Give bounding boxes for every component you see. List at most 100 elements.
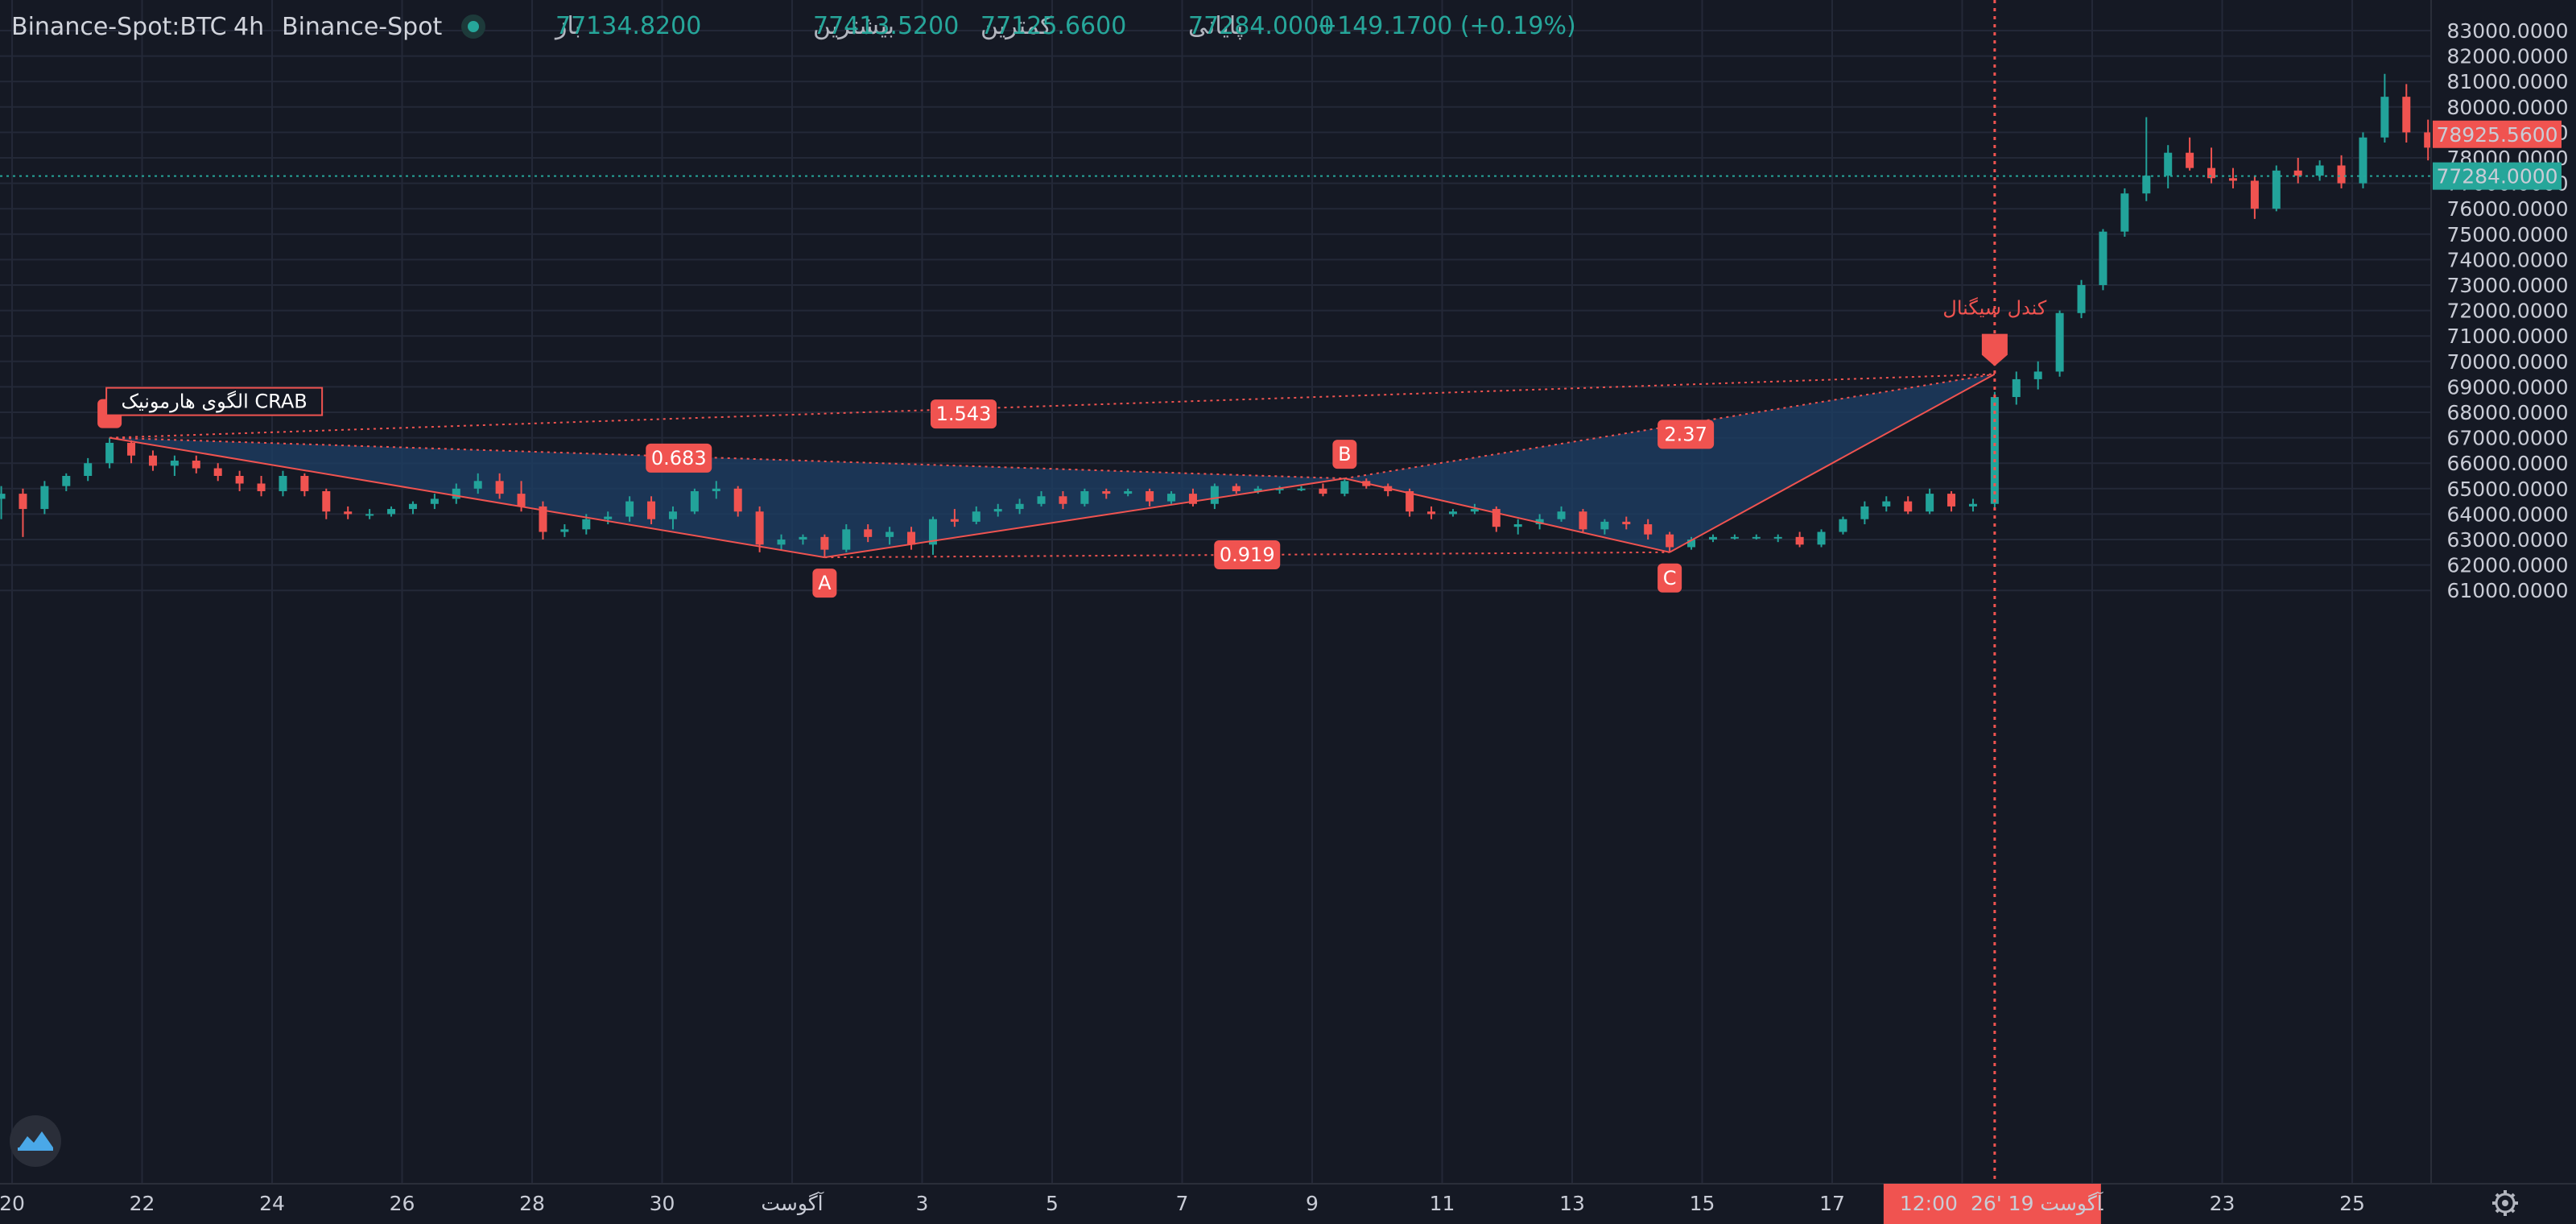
price-tick-label: 75000.0000 (2446, 223, 2568, 246)
candle (2012, 371, 2021, 405)
candle (1968, 498, 1977, 512)
candle (1708, 534, 1717, 543)
time-tick-label: 23 (2210, 1192, 2235, 1215)
price-badges: 78925.5600 77284.0000 (2433, 120, 2562, 190)
candle (2250, 176, 2259, 219)
candle (0, 486, 6, 519)
candle (2033, 361, 2042, 390)
candle (1037, 490, 1046, 507)
candle (1860, 501, 1869, 525)
candle (170, 455, 179, 476)
pattern-point-c[interactable]: C (1657, 563, 1682, 593)
ratio-line-xd (109, 373, 1995, 439)
candle (1102, 488, 1111, 499)
candle (105, 437, 114, 469)
candle (604, 511, 613, 525)
gear-icon[interactable] (2492, 1190, 2518, 1216)
candle (647, 496, 656, 525)
price-tick-label: 62000.0000 (2446, 554, 2568, 577)
candle (2120, 188, 2129, 237)
candle (1773, 534, 1782, 543)
candle (1535, 514, 1544, 530)
candle (192, 455, 200, 473)
candle (1579, 509, 1587, 532)
candle (300, 473, 309, 497)
price-tick-label: 76000.0000 (2446, 197, 2568, 221)
close-label: پایانی (1188, 12, 1243, 40)
candle (668, 506, 677, 530)
price-tick-label: 63000.0000 (2446, 528, 2568, 552)
price-tick-label: 68000.0000 (2446, 401, 2568, 424)
candle (1817, 529, 1826, 548)
candle (2142, 117, 2151, 201)
price-tick-label: 73000.0000 (2446, 274, 2568, 297)
cloud-logo-icon[interactable] (10, 1115, 61, 1167)
ratio-label-xd[interactable]: 1.543 (931, 399, 997, 429)
ratio-line-ac (824, 551, 1670, 559)
current-price-text: 78925.5600 (2436, 123, 2557, 147)
price-tick-label: 82000.0000 (2446, 45, 2568, 68)
candle (1557, 506, 1566, 522)
symbol-label[interactable]: Binance-Spot:BTC (11, 13, 227, 41)
price-tick-labels: 61000.000062000.000063000.000064000.0000… (2446, 19, 2568, 602)
candle (2337, 155, 2346, 188)
candle (733, 486, 742, 517)
time-tick-label: 26 (390, 1192, 415, 1215)
candle (993, 503, 1002, 517)
high-label: بیشترین (813, 12, 894, 40)
time-tick-label: آگوست (761, 1191, 824, 1215)
candle (560, 524, 569, 537)
pattern-triangle-bcd (1344, 374, 1995, 552)
pattern-title[interactable]: الگوی هارمونیک CRAB (105, 387, 324, 416)
candle (2207, 147, 2216, 184)
live-dot-icon (461, 14, 485, 39)
svg-text:0.683: 0.683 (651, 447, 707, 469)
pattern-point-a[interactable]: A (812, 569, 837, 598)
price-axis[interactable] (2431, 0, 2576, 1184)
price-tick-label: 71000.0000 (2446, 325, 2568, 348)
candle (2359, 132, 2368, 188)
close-value: 77284.0000 (1188, 12, 1334, 40)
price-tick-label: 72000.0000 (2446, 300, 2568, 323)
ratio-label-ac[interactable]: 0.919 (1214, 540, 1281, 569)
price-tick-label: 70000.0000 (2446, 350, 2568, 374)
candle (2077, 279, 2086, 319)
candle (539, 501, 547, 540)
ratio-label-xb[interactable]: 0.683 (646, 443, 712, 473)
candle (820, 534, 829, 558)
svg-text:C: C (1663, 567, 1677, 589)
candle (1622, 516, 1631, 530)
candle (279, 470, 287, 497)
last-price-text: 77284.0000 (2436, 165, 2557, 188)
ratio-label-bd[interactable]: 2.37 (1657, 420, 1715, 449)
candle (1513, 519, 1522, 535)
time-tick-label: 25 (2339, 1192, 2365, 1215)
candle (1080, 488, 1089, 507)
time-tick-label: 17 (1819, 1192, 1845, 1215)
time-tick-label: 3 (916, 1192, 929, 1215)
time-tick-label: 5 (1046, 1192, 1059, 1215)
candle (1904, 496, 1913, 515)
svg-text:1.543: 1.543 (936, 403, 992, 425)
candle (2055, 310, 2064, 377)
price-tick-label: 81000.0000 (2446, 70, 2568, 93)
time-tick-label: 20 (0, 1192, 25, 1215)
crosshair-time-badge: 12:00 26' آگوست 19 (1883, 1184, 2103, 1224)
candle (1275, 486, 1284, 494)
candle (1297, 486, 1306, 491)
candle (495, 473, 504, 499)
candle (1232, 483, 1241, 494)
pattern-point-b[interactable]: B (1332, 440, 1357, 469)
candle (1427, 506, 1436, 519)
price-tick-label: 69000.0000 (2446, 375, 2568, 399)
candle (950, 509, 959, 527)
interval-label[interactable]: 4h (233, 13, 264, 41)
pattern-lines: 0.683 0.919 2.37 1.543 A B C الگوی هارمونیک CRA… (97, 297, 2047, 598)
candle (1492, 506, 1501, 532)
candle (842, 524, 851, 552)
time-axis[interactable] (0, 1184, 2576, 1224)
candle (1839, 516, 1847, 535)
candle (1666, 531, 1674, 552)
